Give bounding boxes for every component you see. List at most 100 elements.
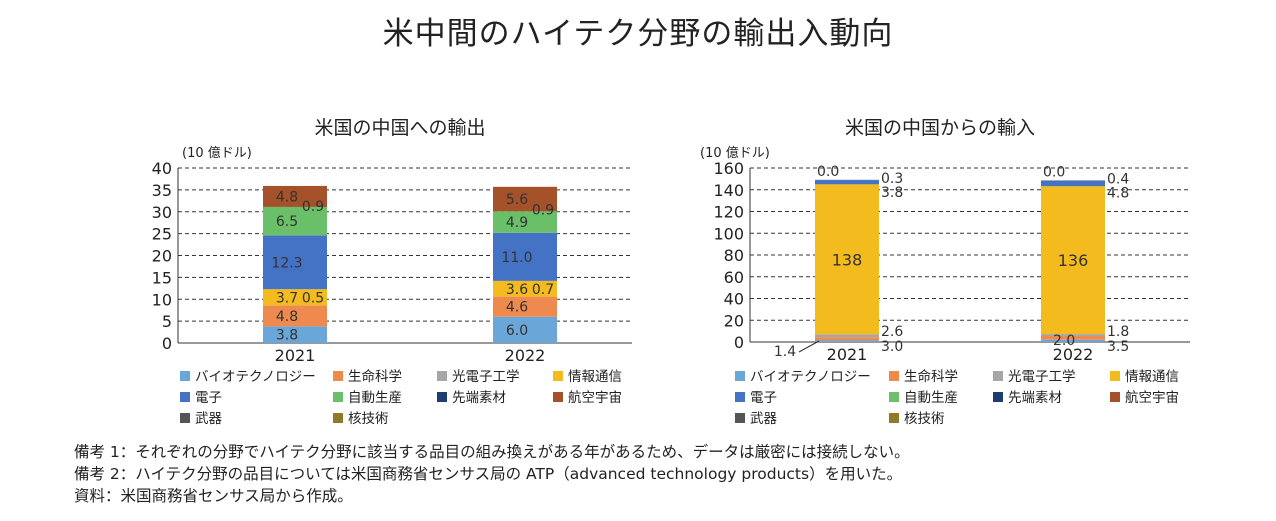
data-label: 0.0 [1043, 165, 1065, 181]
y-tick-label: 35 [152, 181, 172, 200]
bar-segment [493, 316, 557, 343]
data-label: 1.4 [774, 344, 796, 360]
x-tick-label: 2021 [275, 346, 316, 365]
legend-swatch [333, 392, 343, 402]
legend-label: 核技術 [348, 411, 389, 427]
y-tick-label: 140 [713, 181, 744, 200]
x-tick-label: 2022 [1053, 345, 1094, 364]
y-tick-label: 40 [724, 290, 744, 309]
bar-segment [493, 232, 557, 281]
data-label: 12.3 [271, 255, 302, 271]
data-label: 0.9 [302, 199, 324, 215]
legend-label: 情報通信 [1125, 369, 1179, 385]
y-tick-label: 20 [724, 311, 744, 330]
legend-label: 生命科学 [348, 368, 402, 385]
legend-label: 航空宇宙 [1125, 390, 1179, 406]
note-1: 備考 1：それぞれの分野でハイテク分野に該当する品目の組み換えがある年があるため… [74, 443, 910, 461]
y-tick-label: 120 [713, 203, 744, 222]
legend-swatch [180, 371, 190, 381]
x-tick-label: 2022 [505, 346, 546, 365]
data-label: 1.8 [1107, 324, 1129, 340]
legend-swatch [889, 413, 899, 423]
legend-label: 自動生産 [348, 390, 402, 406]
y-tick-label: 30 [152, 203, 172, 222]
data-label: 6.5 [276, 214, 298, 230]
bar-segment [1041, 334, 1105, 337]
data-label: 4.9 [506, 215, 528, 231]
legend-swatch [437, 392, 447, 402]
y-tick-label: 80 [724, 246, 744, 265]
y-tick-label: 5 [162, 312, 172, 331]
data-label: 0.5 [302, 290, 324, 306]
source-note: 資料：米国商務省センサス局から作成。 [74, 487, 353, 505]
data-label: 3.8 [881, 185, 903, 201]
legend-label: 光電子工学 [452, 369, 520, 385]
legend-swatch [553, 392, 563, 402]
y-tick-label: 0 [162, 334, 172, 353]
legend-swatch [735, 371, 745, 381]
legend-label: 先端素材 [452, 390, 506, 406]
label-leader-line [798, 340, 820, 353]
chart-title: 米国の中国への輸出 [314, 117, 485, 139]
legend-label: バイオテクノロジー [750, 369, 871, 385]
y-tick-label: 20 [152, 247, 172, 266]
legend-swatch [437, 371, 447, 381]
legend-label: 武器 [195, 411, 222, 427]
data-label: 2.6 [881, 324, 903, 340]
legend-label: 電子 [195, 390, 222, 406]
data-label: 3.6 [506, 282, 528, 298]
y-tick-label: 160 [713, 159, 744, 178]
data-label: 3.5 [1107, 339, 1129, 355]
unit-label: (10 億ドル) [700, 145, 770, 161]
legend-label: 光電子工学 [1008, 369, 1076, 385]
y-tick-label: 25 [152, 225, 172, 244]
note-2: 備考 2：ハイテク分野の品目については米国商務省センサス局の ATP（advan… [74, 465, 903, 483]
data-label: 4.8 [276, 309, 298, 325]
data-label: 0.3 [881, 171, 903, 187]
legend-swatch [1110, 371, 1120, 381]
bar-segment [493, 280, 557, 297]
legend-swatch [735, 413, 745, 423]
x-tick-label: 2021 [827, 345, 868, 364]
legend-label: バイオテクノロジー [195, 369, 316, 385]
bar-segment [815, 180, 879, 185]
legend-swatch [993, 371, 1003, 381]
page-title: 米中間のハイテク分野の輸出入動向 [382, 16, 894, 52]
bar-segment [263, 235, 327, 290]
legend-label: 航空宇宙 [568, 390, 622, 406]
data-label: 6.0 [506, 323, 528, 339]
legend-swatch [735, 392, 745, 402]
data-label: 4.6 [506, 300, 528, 316]
bar-segment [1041, 186, 1105, 335]
bar-segment [263, 305, 327, 327]
data-label: 0.0 [817, 164, 839, 180]
data-label: 138 [832, 250, 863, 269]
y-tick-label: 40 [152, 159, 172, 178]
data-label: 4.8 [276, 189, 298, 205]
bar-segment [263, 289, 327, 306]
bar-segment [1041, 336, 1105, 340]
legend-label: 電子 [750, 390, 777, 406]
bar-segment [815, 184, 879, 335]
legend-swatch [333, 371, 343, 381]
data-label: 3.8 [276, 328, 298, 344]
data-label: 11.0 [501, 250, 532, 266]
bar-segment [815, 334, 879, 338]
data-label: 0.7 [532, 282, 554, 298]
bar-segment [493, 296, 557, 317]
bar-segment [263, 185, 327, 207]
chart-title: 米国の中国からの輸入 [845, 117, 1035, 139]
unit-label: (10 億ドル) [182, 145, 252, 161]
data-label: 4.8 [1107, 186, 1129, 202]
legend-swatch [333, 413, 343, 423]
data-label: 3.0 [881, 339, 903, 355]
bar-segment [493, 211, 557, 233]
legend-label: 情報通信 [568, 369, 622, 385]
y-tick-label: 0 [734, 333, 744, 352]
legend-swatch [180, 413, 190, 423]
data-label: 2.0 [1053, 333, 1075, 349]
data-label: 5.6 [506, 192, 528, 208]
bar-segment [1041, 180, 1105, 187]
bar-segment [815, 337, 879, 341]
